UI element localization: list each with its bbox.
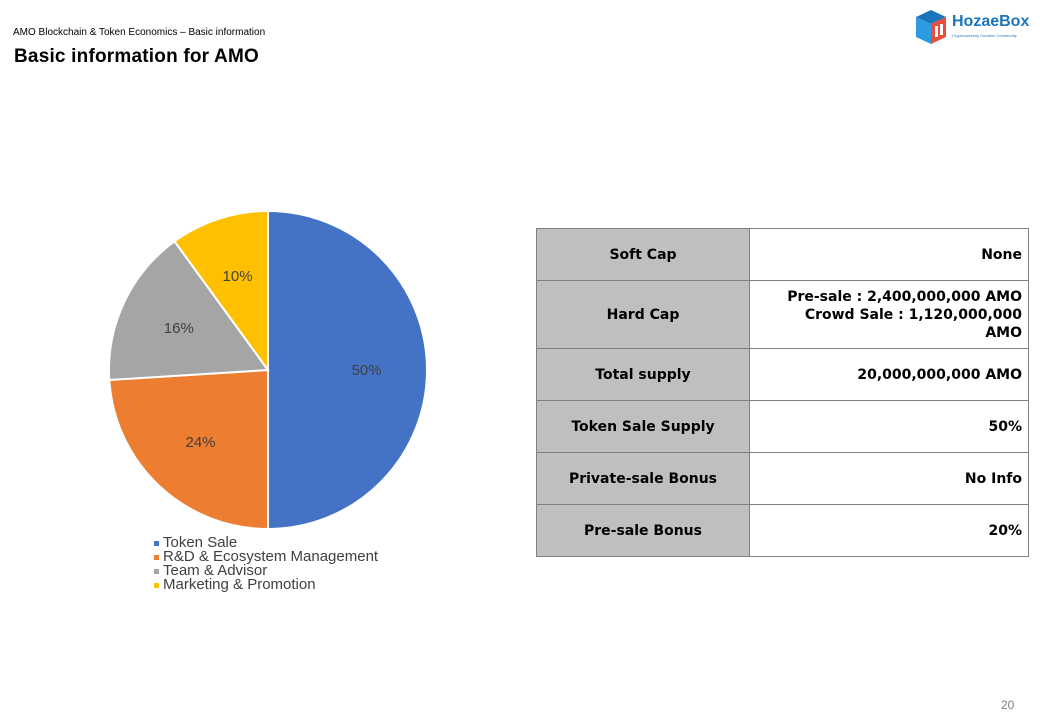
page-title: Basic information for AMO: [14, 46, 259, 67]
legend-swatch: [154, 554, 159, 560]
slice-data-label: 24%: [186, 434, 216, 451]
row-label: Hard Cap: [536, 280, 750, 349]
table-row: Token Sale Supply 50%: [536, 400, 1029, 453]
row-value: 20%: [749, 504, 1029, 557]
legend-swatch: [154, 568, 159, 574]
legend-item: Marketing & Promotion: [154, 576, 378, 593]
row-value: None: [749, 228, 1029, 281]
row-value: No Info: [749, 452, 1029, 505]
chart-legend: Token Sale R&D & Ecosystem Management Te…: [154, 534, 379, 593]
legend-label: Team & Advisor: [163, 562, 268, 579]
row-value: Pre-sale : 2,400,000,000 AMO Crowd Sale …: [749, 280, 1029, 349]
row-label: Token Sale Supply: [536, 400, 750, 453]
slice-data-label: 50%: [352, 362, 382, 379]
legend-swatch: [154, 582, 159, 588]
legend-item: Token Sale: [154, 534, 378, 551]
row-value-line: 50%: [988, 418, 1022, 435]
pie-slice: [173, 209, 269, 374]
row-label: Pre-sale Bonus: [536, 504, 750, 557]
row-value-line: 20%: [988, 522, 1022, 539]
row-label: Soft Cap: [536, 228, 750, 281]
row-value-line: No Info: [964, 470, 1022, 487]
table-row: Total supply 20,000,000,000 AMO: [536, 348, 1029, 401]
pie-slice: [108, 239, 270, 382]
legend-label: Marketing & Promotion: [163, 576, 316, 593]
slice-data-label: 10%: [223, 268, 253, 285]
table-row: Pre-sale Bonus 20%: [536, 504, 1029, 557]
row-value-line: AMO: [985, 324, 1022, 341]
row-label: Private-sale Bonus: [536, 452, 750, 505]
pie-chart: 50% 24% 16% 10%: [108, 209, 428, 531]
page-number: 20: [1001, 698, 1015, 712]
row-value-line: Pre-sale : 2,400,000,000 AMO: [787, 288, 1022, 305]
row-value: 20,000,000,000 AMO: [749, 348, 1029, 401]
basic-info-table: Soft Cap None Hard Cap Pre-sale : 2,400,…: [536, 228, 1029, 557]
legend-swatch: [154, 540, 159, 546]
logo-cube-icon: [916, 10, 946, 44]
header-subtitle: AMO Blockchain & Token Economics – Basic…: [13, 27, 266, 38]
legend-item: R&D & Ecosystem Management: [154, 548, 379, 565]
table-row: Hard Cap Pre-sale : 2,400,000,000 AMO Cr…: [536, 280, 1029, 349]
row-label: Total supply: [536, 348, 750, 401]
table-row: Soft Cap None: [536, 228, 1029, 281]
row-value-line: Crowd Sale : 1,120,000,000: [804, 306, 1022, 323]
logo-tagline: Cryptocurrency Curation Community: [952, 33, 1017, 38]
row-value: 50%: [749, 400, 1029, 453]
pie-slice: [108, 368, 269, 531]
legend-item: Team & Advisor: [154, 562, 378, 579]
row-value-line: 20,000,000,000 AMO: [857, 366, 1022, 383]
logo-name: HozaeBox: [952, 13, 1030, 30]
legend-label: Token Sale: [163, 534, 238, 551]
row-value-line: None: [981, 246, 1022, 263]
legend-label: R&D & Ecosystem Management: [163, 548, 379, 565]
slice-data-label: 16%: [164, 320, 194, 337]
hozaebox-logo: HozaeBox Cryptocurrency Curation Communi…: [914, 8, 1034, 48]
pie-slice: [267, 209, 428, 531]
table-row: Private-sale Bonus No Info: [536, 452, 1029, 505]
